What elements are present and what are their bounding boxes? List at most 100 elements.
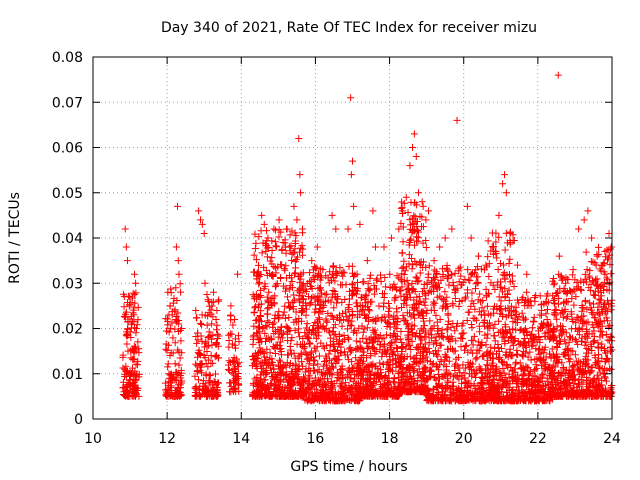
- data-point: [351, 375, 359, 383]
- data-point: [343, 371, 351, 379]
- data-point: [323, 375, 331, 383]
- data-point: [302, 305, 310, 313]
- data-point: [296, 278, 304, 286]
- data-point: [225, 331, 233, 339]
- data-point: [275, 216, 283, 224]
- data-point: [205, 377, 213, 385]
- data-point: [276, 329, 284, 337]
- data-point: [255, 280, 263, 288]
- data-point: [272, 341, 280, 349]
- data-point: [253, 390, 261, 398]
- data-point: [315, 352, 323, 360]
- x-tick-label: 20: [455, 431, 473, 447]
- data-point: [265, 288, 273, 296]
- data-point: [270, 225, 278, 233]
- data-point: [307, 299, 315, 307]
- data-point: [166, 352, 174, 360]
- data-point: [208, 320, 216, 328]
- data-point: [505, 286, 513, 294]
- data-point: [554, 289, 562, 297]
- data-point: [196, 319, 204, 327]
- data-point: [177, 288, 185, 296]
- data-point: [255, 339, 263, 347]
- data-point: [269, 320, 277, 328]
- data-point: [284, 336, 292, 344]
- data-point: [370, 281, 378, 289]
- data-point: [299, 269, 307, 277]
- data-point: [500, 171, 508, 179]
- data-point: [262, 370, 270, 378]
- data-point: [409, 368, 417, 376]
- data-point: [261, 376, 269, 384]
- data-point: [254, 316, 262, 324]
- data-point: [595, 243, 603, 251]
- data-point: [408, 254, 416, 262]
- data-point: [301, 368, 309, 376]
- data-point: [408, 337, 416, 345]
- data-point: [393, 332, 401, 340]
- data-point: [398, 360, 406, 368]
- data-point: [595, 364, 603, 372]
- data-point: [383, 323, 391, 331]
- data-point: [205, 308, 213, 316]
- data-point: [327, 396, 335, 404]
- data-point: [262, 247, 270, 255]
- data-point: [288, 350, 296, 358]
- data-point: [311, 272, 319, 280]
- data-point: [344, 304, 352, 312]
- data-point: [518, 309, 526, 317]
- data-point: [333, 314, 341, 322]
- data-point: [398, 277, 406, 285]
- data-point: [309, 353, 317, 361]
- data-point: [277, 358, 285, 366]
- data-point: [370, 290, 378, 298]
- data-point: [122, 308, 130, 316]
- data-point: [336, 368, 344, 376]
- data-point: [410, 314, 418, 322]
- data-point: [165, 341, 173, 349]
- data-point: [175, 361, 183, 369]
- data-point: [344, 225, 352, 233]
- data-point: [344, 316, 352, 324]
- data-point: [327, 359, 335, 367]
- data-point: [329, 324, 337, 332]
- data-point: [402, 193, 410, 201]
- data-point: [372, 378, 380, 386]
- data-point: [296, 333, 304, 341]
- data-point: [129, 356, 137, 364]
- data-point: [305, 367, 313, 375]
- data-point: [276, 365, 284, 373]
- data-point: [282, 262, 290, 270]
- data-point: [124, 298, 132, 306]
- data-point: [372, 276, 380, 284]
- data-point: [331, 354, 339, 362]
- data-point: [202, 370, 210, 378]
- data-point: [123, 340, 131, 348]
- data-point: [416, 269, 424, 277]
- y-axis-label: ROTI / TECUs: [7, 192, 23, 284]
- data-point: [171, 325, 179, 333]
- data-point: [132, 325, 140, 333]
- data-point: [424, 207, 432, 215]
- data-point: [392, 336, 400, 344]
- data-point: [120, 303, 128, 311]
- data-point: [166, 324, 174, 332]
- data-point: [430, 257, 438, 265]
- data-point: [256, 334, 264, 342]
- data-point: [135, 349, 143, 357]
- data-point: [326, 347, 334, 355]
- data-point: [584, 207, 592, 215]
- data-point: [253, 269, 261, 277]
- data-point: [165, 381, 173, 389]
- data-point: [346, 348, 354, 356]
- data-point: [462, 293, 470, 301]
- data-point: [271, 292, 279, 300]
- data-point: [129, 309, 137, 317]
- data-point: [322, 324, 330, 332]
- data-point: [166, 387, 174, 395]
- data-point: [257, 359, 265, 367]
- data-point: [263, 253, 271, 261]
- data-point: [174, 391, 182, 399]
- data-point: [339, 268, 347, 276]
- data-point: [333, 355, 341, 363]
